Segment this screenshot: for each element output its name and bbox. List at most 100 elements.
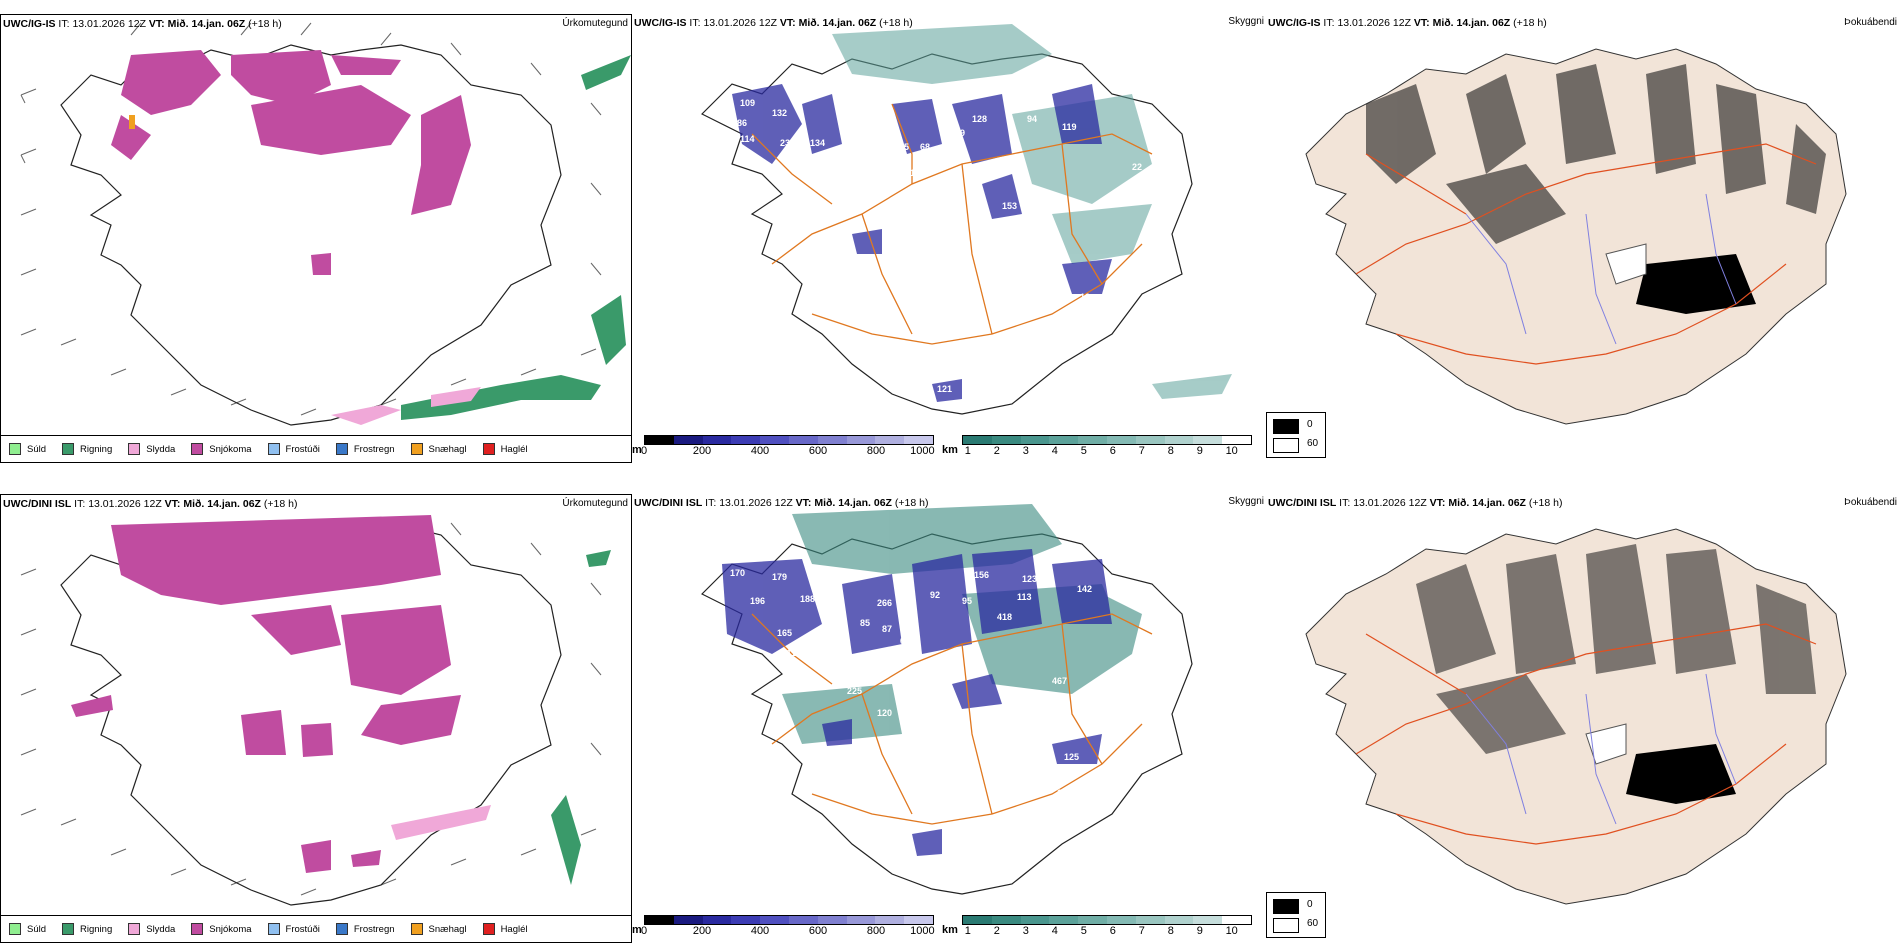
lead-time: (+18 h) xyxy=(894,497,929,509)
legend-item: Snjókoma xyxy=(191,443,252,455)
precip-type-legend: Súld Rigning Slydda Snjókoma Frostúði Fr… xyxy=(1,915,631,942)
legend-swatch xyxy=(62,923,75,935)
fog-legend-swatch xyxy=(1273,438,1299,453)
it-label: IT: xyxy=(705,497,717,509)
height-tick: 800 xyxy=(866,925,886,937)
panel-title-fog-index: Þokuábendi xyxy=(1844,497,1897,508)
panel-header: UWC/IG-IS IT: 13.01.2026 12Z VT: Mið. 14… xyxy=(1268,17,1547,29)
legend-label: Snæhagl xyxy=(428,443,467,455)
fog-legend: 0 60 xyxy=(1266,412,1326,458)
vt-label: VT: xyxy=(779,17,796,29)
vt-value: Mið. 14.jan. 06Z xyxy=(798,17,877,29)
snow-pellet-area xyxy=(129,115,135,129)
legend-label: Slydda xyxy=(146,443,176,455)
fog-legend-swatch xyxy=(1273,918,1299,933)
legend-swatch xyxy=(335,443,348,455)
precip-label: 134 xyxy=(810,138,825,148)
precip-label: 120 xyxy=(877,708,892,718)
rain-areas xyxy=(551,550,611,885)
precip-label: 225 xyxy=(847,686,862,696)
visibility-panel-row2: 170 179 188 266 92 156 123 142 95 113 85… xyxy=(632,494,1266,943)
panel-header: UWC/IG-IS IT: 13.01.2026 12Z VT: Mið. 14… xyxy=(634,17,913,29)
it-label: IT: xyxy=(74,498,86,510)
height-colorbar: 0 200 400 600 800 1000 xyxy=(641,435,935,459)
sleet-areas xyxy=(391,805,491,840)
legend-item: Haglél xyxy=(482,443,528,455)
visibility-map: 109 132 186 232 134 114 225 68 129 128 9… xyxy=(700,24,1232,415)
precip-label: 105 xyxy=(1057,788,1072,798)
it-value: 13.01.2026 12Z xyxy=(719,497,793,509)
height-tick: 400 xyxy=(750,925,770,937)
low-visibility-areas xyxy=(832,24,1232,399)
vis-tick: 7 xyxy=(1138,925,1145,937)
vt-label: VT: xyxy=(1429,497,1446,509)
model-label: UWC/DINI ISL xyxy=(1268,497,1337,509)
lead-time: (+18 h) xyxy=(1528,497,1563,509)
precip-label: 12 xyxy=(992,242,1002,252)
legend-label: Súld xyxy=(27,923,47,935)
precip-label: 418 xyxy=(997,612,1012,622)
panel-title-visibility: Skyggni xyxy=(1228,16,1264,27)
height-colorbar-strip xyxy=(644,435,934,445)
precip-label: 225 xyxy=(894,142,909,152)
rivers xyxy=(1465,673,1737,825)
vt-value: Mið. 14.jan. 06Z xyxy=(183,498,261,510)
height-tick: 400 xyxy=(750,445,770,457)
legend-swatch xyxy=(128,443,141,455)
legend-label: Frostregn xyxy=(353,443,395,455)
vis-tick: 2 xyxy=(993,445,1000,457)
fog-legend-label: 60 xyxy=(1307,438,1319,449)
vis-tick: 6 xyxy=(1109,925,1116,937)
rain-areas xyxy=(401,55,631,420)
roads xyxy=(751,613,1153,825)
legend-swatch xyxy=(267,443,280,455)
precip-label: 16 xyxy=(1080,292,1090,302)
precip-label: 83 xyxy=(1042,231,1052,241)
vis-tick: 5 xyxy=(1080,925,1087,937)
panel-title-precip-type: Úrkomutegund xyxy=(562,498,628,509)
vis-tick: 1 xyxy=(964,925,971,937)
precip-label: 153 xyxy=(1002,201,1017,211)
legend-swatch xyxy=(9,443,21,455)
vt-value: Mið. 14.jan. 06Z xyxy=(167,18,246,30)
visibility-colorbar: 1 2 3 4 5 6 7 8 9 10 xyxy=(962,915,1252,939)
precip-label: 105 xyxy=(1052,336,1067,346)
snow-areas xyxy=(71,515,461,873)
it-value: 13.01.2026 12Z xyxy=(703,17,777,29)
legend-swatch xyxy=(482,923,495,935)
precip-type-legend: Súld Rigning Slydda Snjókoma Frostúði Fr… xyxy=(1,435,631,462)
it-label: IT: xyxy=(58,18,70,30)
height-colorbar: 0 200 400 600 800 1000 xyxy=(641,915,935,939)
model-label: UWC/IG-IS xyxy=(634,17,687,29)
lead-time: (+18 h) xyxy=(1513,17,1547,29)
fog-legend-swatch xyxy=(1273,419,1299,434)
height-colorbar-strip xyxy=(644,915,934,925)
precip-label: 143 xyxy=(722,716,737,726)
vis-tick: 8 xyxy=(1167,445,1174,457)
legend-swatch xyxy=(335,923,348,935)
it-value: 13.01.2026 12Z xyxy=(1337,17,1411,29)
precip-label: 95 xyxy=(962,596,972,606)
height-tick: 1000 xyxy=(910,445,935,457)
legend-label: Snjókoma xyxy=(209,923,252,935)
lead-time: (+18 h) xyxy=(248,18,282,30)
precip-label: 111 xyxy=(782,648,796,658)
visibility-map: 170 179 188 266 92 156 123 142 95 113 85… xyxy=(700,504,1193,895)
precip-label: 266 xyxy=(877,598,892,608)
legend-label: Snæhagl xyxy=(428,923,467,935)
glacier-fog xyxy=(1636,254,1756,314)
legend-label: Haglél xyxy=(500,923,528,935)
legend-swatch xyxy=(267,923,280,935)
it-value: 13.01.2026 12Z xyxy=(88,498,162,510)
lead-time: (+18 h) xyxy=(263,498,298,510)
panel-header: UWC/DINI ISL IT: 13.01.2026 12Z VT: Mið.… xyxy=(634,497,928,509)
fog-legend-swatch xyxy=(1273,899,1299,914)
precip-label: 110 xyxy=(780,194,795,204)
height-tick: 800 xyxy=(866,445,886,457)
precip-label: 92 xyxy=(930,590,940,600)
precip-type-panel-row1: UWC/IG-IS IT: 13.01.2026 12Z VT: Mið. 14… xyxy=(0,14,632,463)
fog-index-panel-row1: UWC/IG-IS IT: 13.01.2026 12Z VT: Mið. 14… xyxy=(1266,14,1900,463)
vis-tick: 1 xyxy=(964,445,971,457)
legend-item: Snæhagl xyxy=(410,923,467,935)
model-label: UWC/IG-IS xyxy=(3,18,56,30)
